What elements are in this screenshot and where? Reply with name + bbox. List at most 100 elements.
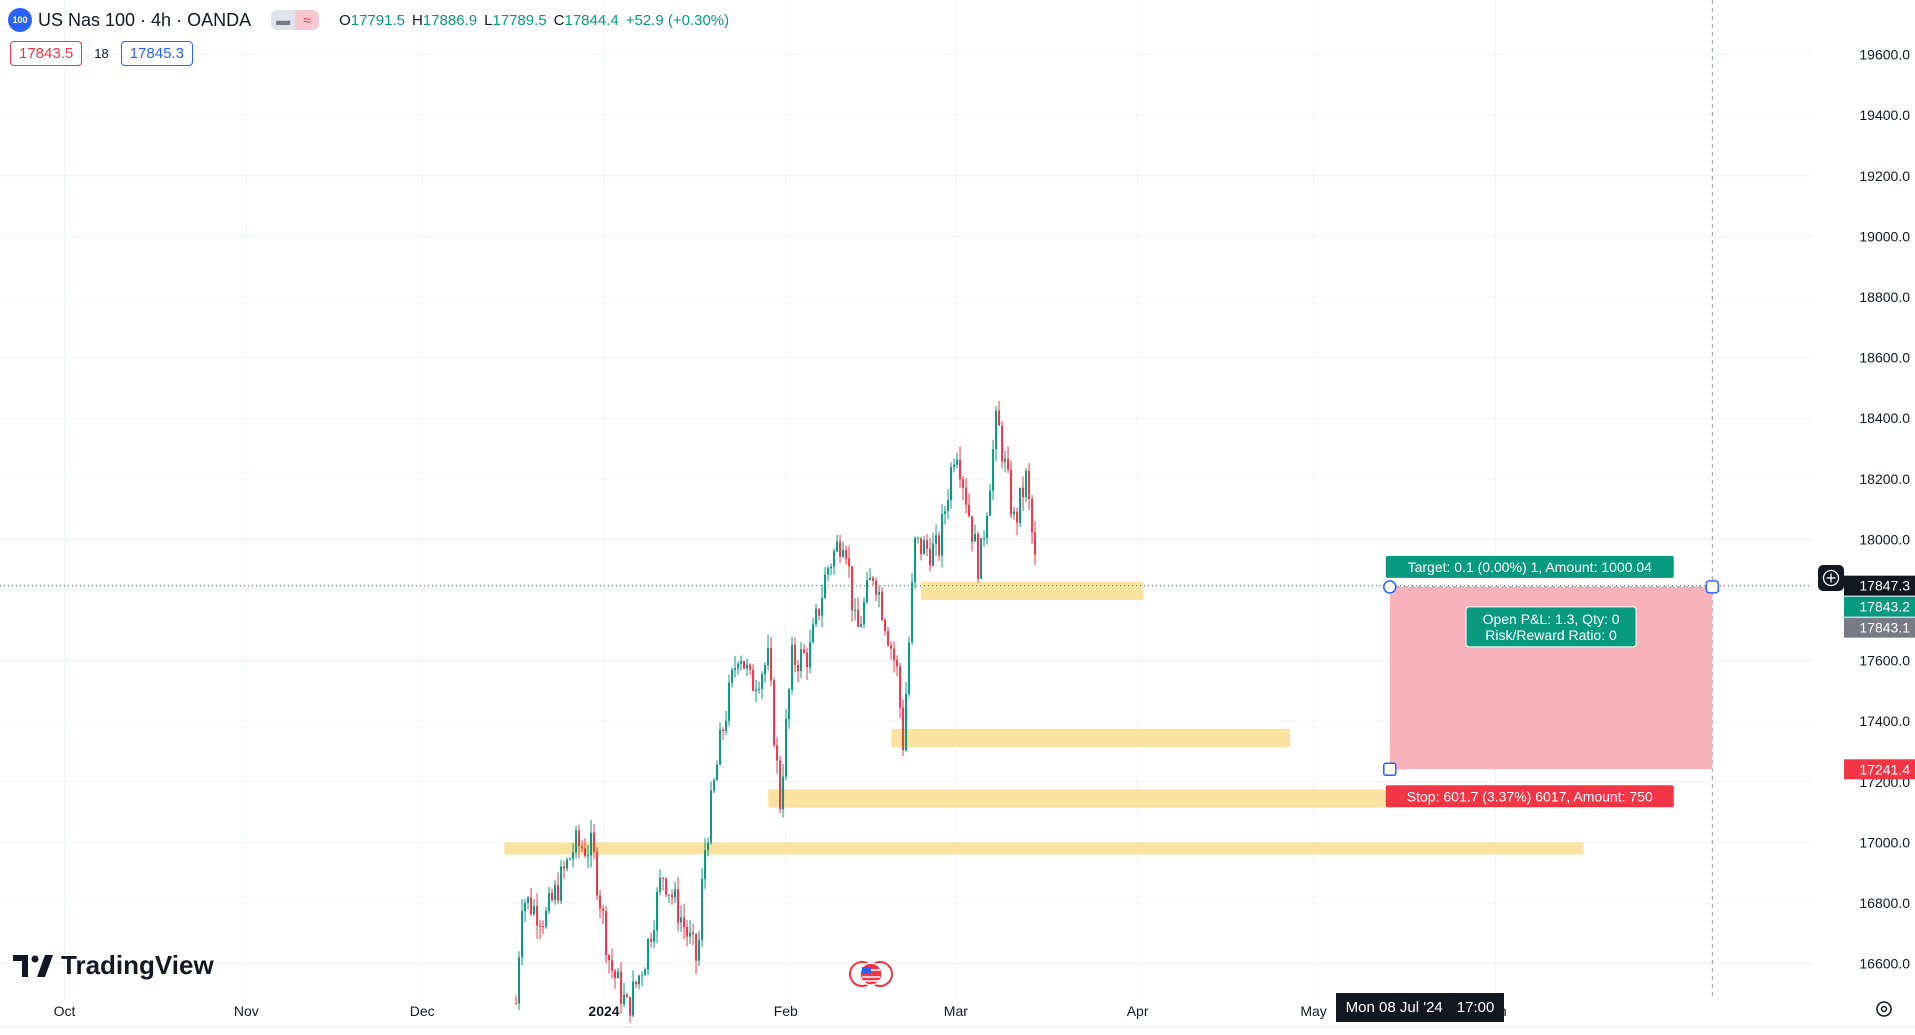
candle-body[interactable] bbox=[812, 624, 815, 643]
candle-body[interactable] bbox=[1019, 487, 1022, 523]
candle-body[interactable] bbox=[941, 513, 944, 556]
candle-body[interactable] bbox=[641, 975, 644, 977]
candle-body[interactable] bbox=[608, 955, 611, 961]
candle-body[interactable] bbox=[827, 568, 830, 575]
candle-body[interactable] bbox=[758, 688, 761, 690]
support-zone[interactable] bbox=[504, 842, 1584, 855]
candle-body[interactable] bbox=[803, 649, 806, 653]
candle-body[interactable] bbox=[734, 668, 737, 670]
candle-body[interactable] bbox=[686, 927, 689, 937]
candle-body[interactable] bbox=[845, 549, 848, 559]
candle-body[interactable] bbox=[839, 541, 842, 557]
add-alert-plus-icon[interactable] bbox=[1818, 565, 1844, 591]
candle-body[interactable] bbox=[875, 580, 878, 595]
candle-body[interactable] bbox=[944, 511, 947, 514]
candle-body[interactable] bbox=[887, 631, 890, 646]
candle-body[interactable] bbox=[950, 467, 953, 501]
candle-body[interactable] bbox=[578, 830, 581, 847]
candle-body[interactable] bbox=[863, 602, 866, 625]
candle-body[interactable] bbox=[965, 487, 968, 505]
candle-body[interactable] bbox=[1001, 425, 1004, 462]
tradingview-logo[interactable]: TradingView bbox=[13, 950, 214, 981]
candle-body[interactable] bbox=[914, 537, 917, 583]
candle-body[interactable] bbox=[515, 1003, 518, 1005]
candle-body[interactable] bbox=[620, 971, 623, 1005]
candle-body[interactable] bbox=[671, 894, 674, 898]
minus-icon[interactable]: ▬ bbox=[271, 10, 296, 30]
candle-body[interactable] bbox=[917, 537, 920, 539]
candle-body[interactable] bbox=[563, 866, 566, 869]
candle-body[interactable] bbox=[890, 645, 893, 649]
candle-body[interactable] bbox=[539, 925, 542, 927]
candle-body[interactable] bbox=[791, 645, 794, 690]
candle-body[interactable] bbox=[596, 851, 599, 896]
candle-body[interactable] bbox=[974, 533, 977, 542]
candle-body[interactable] bbox=[923, 540, 926, 555]
us-flag-icon[interactable] bbox=[848, 960, 894, 988]
candle-body[interactable] bbox=[983, 538, 986, 540]
candle-body[interactable] bbox=[977, 533, 980, 579]
buy-button[interactable]: 17845.3 bbox=[120, 41, 193, 66]
candle-body[interactable] bbox=[968, 504, 971, 517]
candle-body[interactable] bbox=[770, 647, 773, 681]
candle-body[interactable] bbox=[755, 689, 758, 691]
candle-body[interactable] bbox=[971, 516, 974, 542]
candle-body[interactable] bbox=[956, 459, 959, 465]
candle-body[interactable] bbox=[611, 960, 614, 971]
candle-body[interactable] bbox=[995, 410, 998, 450]
candle-body[interactable] bbox=[773, 680, 776, 746]
candle-body[interactable] bbox=[1022, 487, 1025, 498]
candle-body[interactable] bbox=[719, 729, 722, 765]
candle-body[interactable] bbox=[605, 911, 608, 956]
candle-body[interactable] bbox=[602, 908, 605, 912]
candle-body[interactable] bbox=[980, 538, 983, 579]
candle-body[interactable] bbox=[860, 624, 863, 627]
stop-handle[interactable] bbox=[1383, 762, 1397, 777]
candle-body[interactable] bbox=[869, 577, 872, 581]
candle-body[interactable] bbox=[1016, 511, 1019, 523]
candle-body[interactable] bbox=[848, 558, 851, 567]
candle-body[interactable] bbox=[527, 897, 530, 903]
candle-body[interactable] bbox=[635, 981, 638, 985]
candle-body[interactable] bbox=[788, 689, 791, 720]
candle-body[interactable] bbox=[533, 905, 536, 915]
candle-body[interactable] bbox=[674, 889, 677, 898]
candle-body[interactable] bbox=[623, 994, 626, 1005]
candle-body[interactable] bbox=[992, 449, 995, 491]
candle-body[interactable] bbox=[920, 537, 923, 555]
candle-body[interactable] bbox=[656, 891, 659, 931]
candle-body[interactable] bbox=[680, 917, 683, 923]
candle-body[interactable] bbox=[821, 597, 824, 616]
candle-body[interactable] bbox=[1025, 470, 1028, 498]
candle-body[interactable] bbox=[794, 645, 797, 665]
candle-body[interactable] bbox=[713, 780, 716, 791]
candle-body[interactable] bbox=[572, 852, 575, 859]
candle-body[interactable] bbox=[779, 760, 782, 810]
candle-body[interactable] bbox=[584, 848, 587, 857]
candle-body[interactable] bbox=[590, 832, 593, 856]
candle-body[interactable] bbox=[743, 661, 746, 669]
candle-body[interactable] bbox=[587, 855, 590, 857]
candle-body[interactable] bbox=[809, 642, 812, 668]
wave-icon[interactable]: ≈ bbox=[295, 10, 320, 30]
candle-body[interactable] bbox=[899, 666, 902, 708]
candle-body[interactable] bbox=[530, 897, 533, 915]
candle-body[interactable] bbox=[806, 652, 809, 668]
candle-body[interactable] bbox=[740, 661, 743, 664]
candle-body[interactable] bbox=[737, 663, 740, 669]
candle-body[interactable] bbox=[659, 878, 662, 892]
candle-body[interactable] bbox=[767, 647, 770, 666]
candle-body[interactable] bbox=[662, 878, 665, 880]
candle-body[interactable] bbox=[998, 410, 1001, 426]
candle-body[interactable] bbox=[797, 664, 800, 671]
candle-body[interactable] bbox=[1004, 458, 1007, 462]
symbol-logo-icon[interactable]: 100 bbox=[8, 8, 32, 32]
candle-body[interactable] bbox=[521, 911, 524, 958]
candle-body[interactable] bbox=[749, 664, 752, 670]
entry-handle-left[interactable] bbox=[1383, 580, 1397, 594]
candle-body[interactable] bbox=[815, 608, 818, 625]
candle-body[interactable] bbox=[524, 902, 527, 912]
candle-body[interactable] bbox=[725, 720, 728, 731]
candle-body[interactable] bbox=[617, 971, 620, 979]
